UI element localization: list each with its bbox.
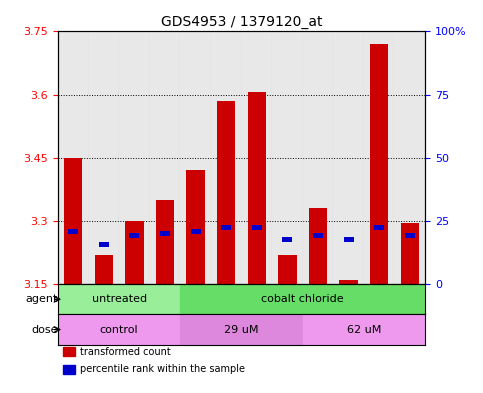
Text: cobalt chloride: cobalt chloride: [261, 294, 344, 304]
Bar: [333, 31, 364, 284]
Bar: [303, 31, 333, 284]
Bar: [272, 31, 303, 284]
Bar: [374, 225, 384, 230]
Bar: [405, 233, 415, 238]
Bar: [303, 31, 333, 284]
Bar: [191, 229, 200, 234]
Bar: [395, 31, 425, 284]
Bar: [129, 233, 140, 238]
Bar: [180, 31, 211, 284]
Bar: [180, 284, 425, 314]
Bar: [150, 31, 180, 284]
Bar: [217, 101, 235, 284]
Text: dose: dose: [31, 325, 58, 334]
Bar: [88, 31, 119, 284]
Bar: [211, 31, 242, 284]
Bar: [58, 31, 88, 284]
Bar: [252, 225, 262, 230]
Bar: [68, 229, 78, 234]
Bar: [343, 237, 354, 242]
Bar: [129, 233, 140, 238]
Bar: [99, 242, 109, 246]
Bar: [186, 171, 205, 284]
Bar: [156, 200, 174, 284]
Bar: [211, 31, 242, 284]
Bar: [309, 208, 327, 284]
Bar: [160, 231, 170, 236]
Bar: [180, 31, 211, 284]
Bar: [88, 31, 119, 284]
Bar: [242, 31, 272, 284]
Bar: [405, 233, 415, 238]
Bar: [364, 31, 395, 284]
Text: 62 uM: 62 uM: [347, 325, 381, 334]
Bar: [252, 225, 262, 230]
Bar: [58, 31, 88, 284]
Bar: [374, 225, 384, 230]
Bar: [400, 223, 419, 284]
Bar: [119, 31, 150, 284]
Text: percentile rank within the sample: percentile rank within the sample: [80, 364, 245, 375]
Text: control: control: [100, 325, 139, 334]
Bar: [150, 31, 180, 284]
Bar: [119, 31, 150, 284]
Text: untreated: untreated: [92, 294, 147, 304]
Bar: [313, 233, 323, 238]
Bar: [58, 284, 180, 314]
Bar: [370, 44, 388, 284]
Bar: [248, 92, 266, 284]
Bar: [283, 237, 292, 242]
Bar: [364, 31, 395, 284]
Bar: [303, 314, 425, 345]
Bar: [343, 237, 354, 242]
Bar: [58, 314, 180, 345]
Bar: [221, 225, 231, 230]
Bar: [283, 237, 292, 242]
Bar: [395, 31, 425, 284]
Bar: [68, 229, 78, 234]
Title: GDS4953 / 1379120_at: GDS4953 / 1379120_at: [161, 15, 322, 29]
Bar: [191, 229, 200, 234]
Bar: [333, 31, 364, 284]
Text: transformed count: transformed count: [80, 347, 170, 357]
Bar: [95, 255, 113, 284]
Bar: [160, 231, 170, 236]
Text: agent: agent: [26, 294, 58, 304]
Bar: [242, 31, 272, 284]
Bar: [313, 233, 323, 238]
Text: 29 uM: 29 uM: [224, 325, 259, 334]
Bar: [221, 225, 231, 230]
Bar: [99, 242, 109, 246]
Bar: [125, 221, 143, 284]
Bar: [278, 255, 297, 284]
Bar: [180, 314, 303, 345]
Bar: [272, 31, 303, 284]
Bar: [64, 158, 83, 284]
Bar: [340, 280, 358, 284]
